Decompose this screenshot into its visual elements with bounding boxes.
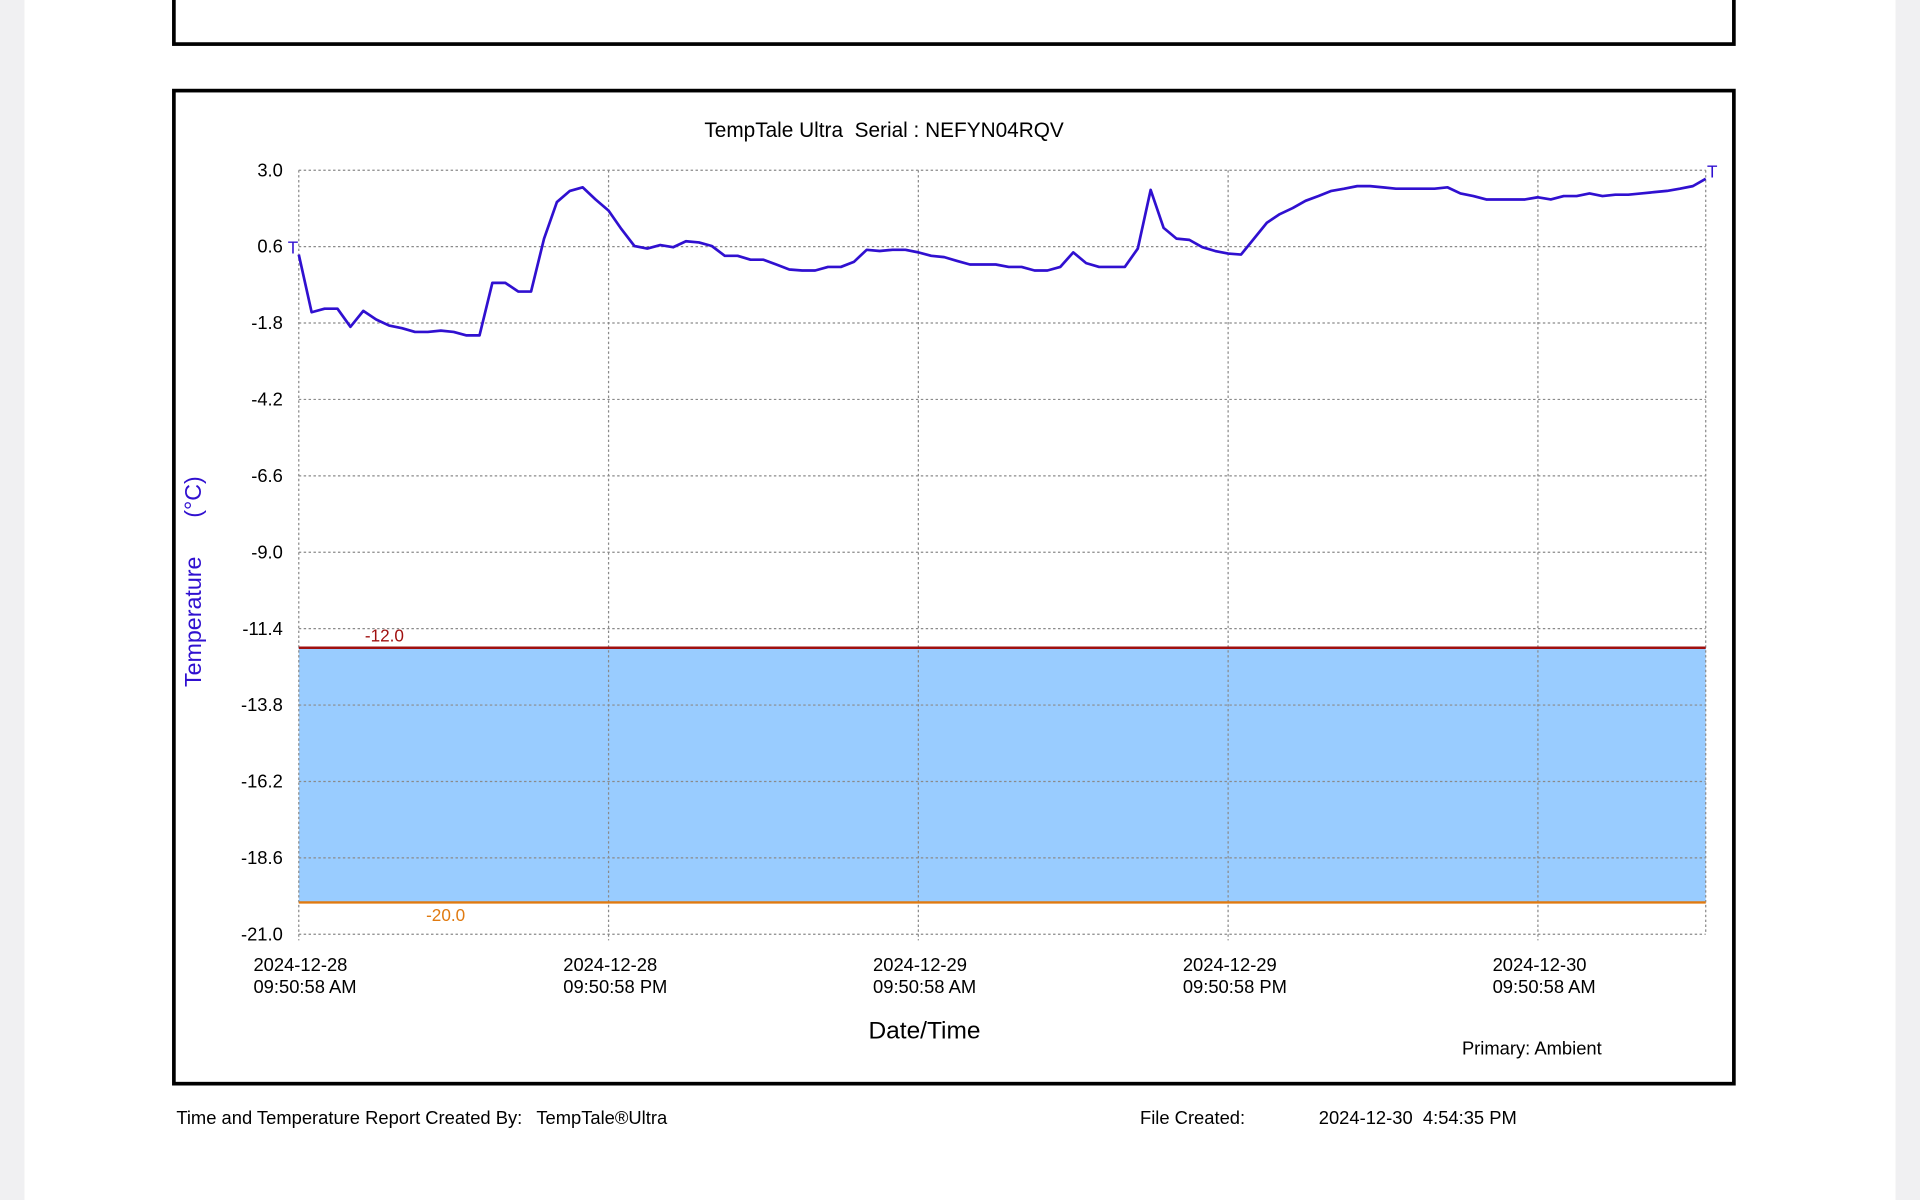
previous-box [172,0,1736,46]
chart-box [172,88,1736,1086]
paper [24,0,1896,1200]
footer-file-created: 2024-12-30 4:54:35 PM [1319,1107,1517,1128]
footer-created-label: Time and Temperature Report Created By: [176,1107,522,1128]
series-line [297,177,1707,337]
y-tick-label: -6.6 [251,465,283,486]
x-tick-label: 2024-12-29 09:50:58 PM [1183,954,1287,997]
y-tick-label: -4.2 [251,389,283,410]
y-tick-label: -11.4 [242,618,282,639]
end-marker: T [1707,162,1718,182]
y-tick-label: 0.6 [257,236,283,257]
y-tick-label: -9.0 [251,541,283,562]
y-tick-label: -1.8 [251,312,283,333]
start-marker: T [288,237,299,257]
chart-title: TempTale Ultra Serial : NEFYN04RQV [704,119,1064,142]
footer-file-label: File Created: [1140,1107,1245,1128]
y-tick-label: -18.6 [241,847,283,868]
x-tick-label: 2024-12-29 09:50:58 AM [873,954,976,997]
y-tick-label: -21.0 [241,923,283,944]
limit-band [298,647,1706,903]
limit-label: -12.0 [365,626,404,646]
y-tick-label: -13.8 [241,694,283,715]
footer-created-by: TempTale®Ultra [536,1107,668,1128]
x-tick-label: 2024-12-28 09:50:58 AM [253,954,356,997]
y-axis-label: Temperature (°C) [180,476,206,687]
y-tick-label: -16.2 [241,771,283,792]
x-tick-label: 2024-12-28 09:50:58 PM [563,954,667,997]
y-tick-label: 3.0 [257,159,283,180]
x-tick-label: 2024-12-30 09:50:58 AM [1493,954,1596,997]
x-axis-label: Date/Time [869,1017,981,1044]
legend-text: Primary: Ambient [1462,1037,1602,1058]
limit-label: -20.0 [426,905,465,925]
